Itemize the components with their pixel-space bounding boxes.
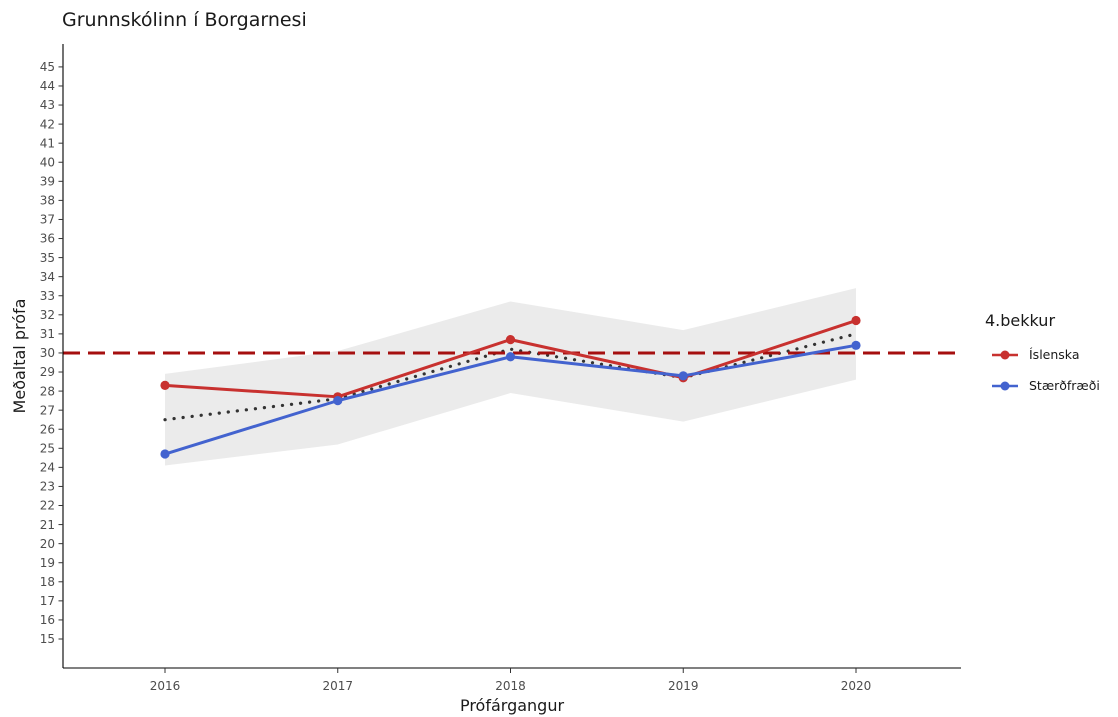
chart-title: Grunnskólinn í Borgarnesi [62,9,307,31]
data-point [333,396,343,406]
legend-label: Stærðfræði [1029,378,1100,393]
x-tick-label: 2020 [841,679,872,693]
x-tick-label: 2018 [495,679,526,693]
plot-area [63,288,961,466]
y-tick-label: 39 [40,175,55,189]
x-tick-label: 2017 [322,679,353,693]
x-axis-title: Prófárgangur [460,696,565,715]
y-tick-label: 26 [40,422,55,436]
data-point [678,371,688,381]
data-point [851,315,861,326]
y-tick-label: 35 [40,251,55,265]
y-tick-label: 33 [40,289,55,303]
data-point [160,449,170,459]
y-tick-label: 36 [40,232,55,246]
legend-label: Íslenska [1029,347,1079,362]
y-tick-label: 29 [40,365,55,379]
y-axis-title: Meðaltal prófa [10,299,29,414]
y-tick-label: 16 [40,613,55,627]
y-tick-label: 27 [40,403,55,417]
y-tick-label: 34 [40,270,55,284]
x-ticks: 2016 2017 2018 2019 2020 [150,668,872,693]
y-tick-label: 43 [40,98,55,112]
y-tick-label: 21 [40,518,55,532]
x-tick-label: 2016 [150,679,181,693]
x-tick-label: 2019 [668,679,699,693]
y-tick-label: 15 [40,632,55,646]
legend-item-staerdfraedi: Stærðfræði [992,378,1100,393]
y-tick-label: 24 [40,461,55,475]
confidence-band [165,288,856,466]
y-tick-label: 25 [40,442,55,456]
y-tick-label: 31 [40,327,55,341]
series-staerdfraedi [160,340,861,459]
y-tick-label: 17 [40,594,55,608]
trend-line [163,332,858,422]
y-tick-label: 37 [40,213,55,227]
data-point [505,352,516,362]
confidence-band-layer [165,288,856,466]
legend: 4.bekkur Íslenska Stærðfræði [985,311,1100,393]
y-tick-label: 30 [40,346,55,360]
trend-line-layer [163,332,858,422]
y-tick-label: 18 [40,575,55,589]
y-axis: 15 16 17 18 19 20 21 22 23 24 25 26 27 28 29 30 31 32 33 34… [40,44,64,668]
y-tick-label: 42 [40,117,55,131]
legend-item-islenska: Íslenska [992,347,1079,362]
y-tick-label: 32 [40,308,55,322]
legend-key-dot [1000,350,1010,360]
x-axis: 2016 2017 2018 2019 2020 [63,667,961,693]
y-tick-label: 41 [40,136,55,150]
y-tick-label: 22 [40,499,55,513]
data-point [160,380,170,390]
y-tick-label: 40 [40,155,55,169]
y-tick-label: 23 [40,480,55,494]
data-point [851,340,861,350]
data-point [505,335,516,345]
y-tick-label: 44 [40,79,55,93]
y-ticks: 15 16 17 18 19 20 21 22 23 24 25 26 27 28 29 30 31 32 33 34… [40,60,63,646]
y-tick-label: 20 [40,537,55,551]
legend-title: 4.bekkur [985,311,1055,330]
y-tick-label: 28 [40,384,55,398]
y-tick-label: 45 [40,60,55,74]
series-layer [160,315,861,459]
y-tick-label: 38 [40,194,55,208]
legend-key-dot [1000,381,1010,391]
y-tick-label: 19 [40,556,55,570]
